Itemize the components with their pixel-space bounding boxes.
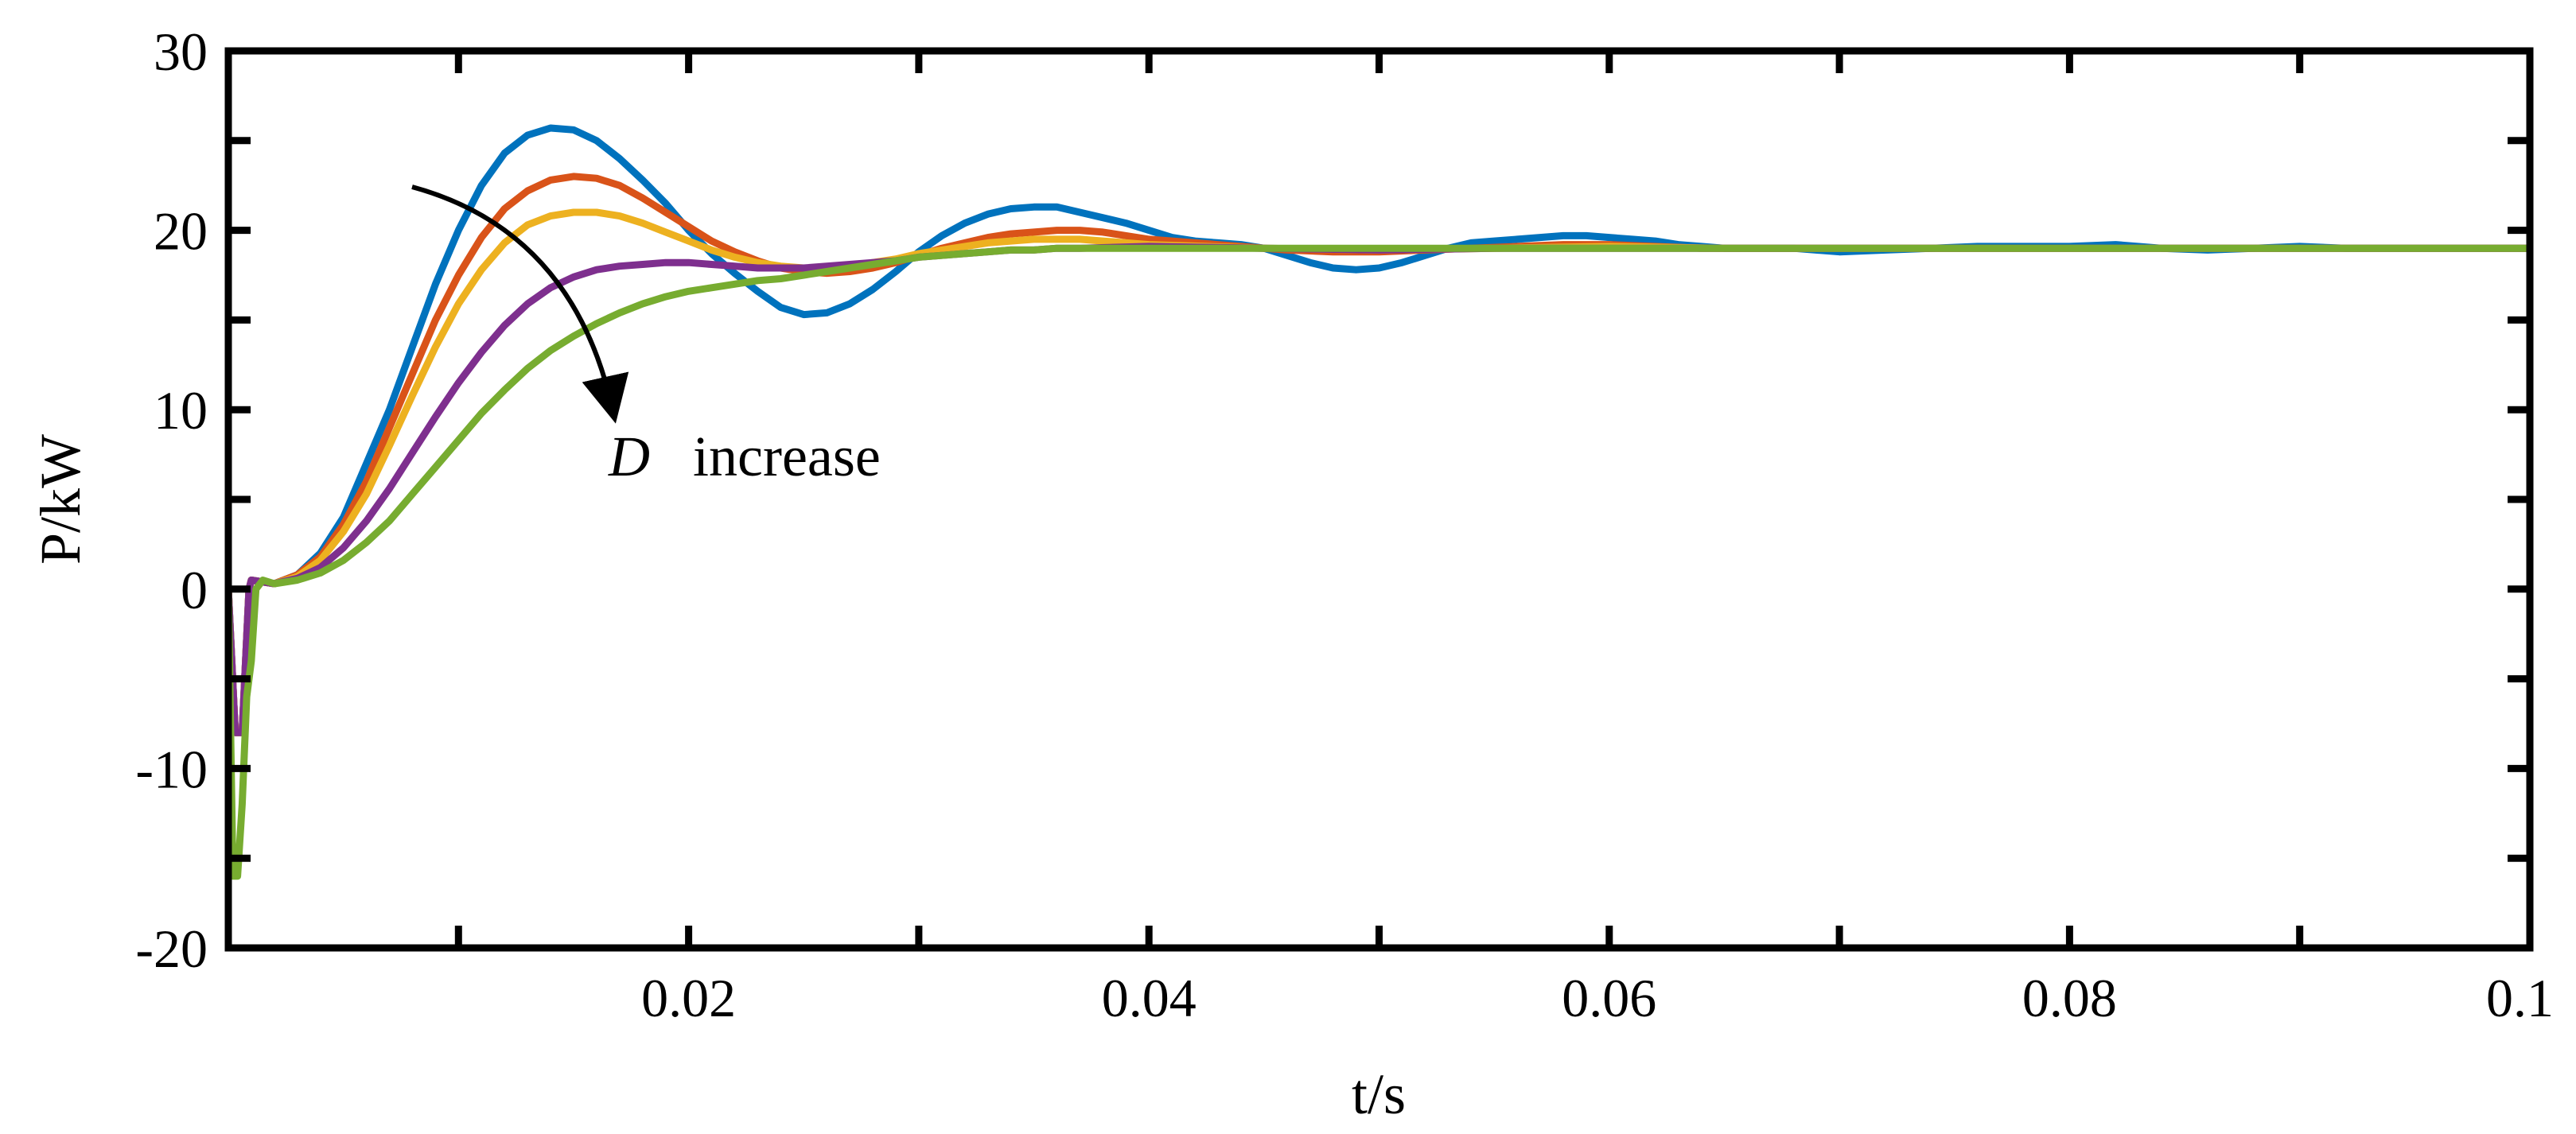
x-tick-label: 0.1 bbox=[2486, 968, 2554, 1028]
annotation-label: D increase bbox=[608, 425, 881, 488]
axis-ticks bbox=[228, 47, 2530, 952]
series-line-3 bbox=[224, 208, 2534, 736]
x-tick-label: 0.06 bbox=[1562, 968, 1656, 1028]
x-tick-label: 0.08 bbox=[2022, 968, 2117, 1028]
plot-frame bbox=[224, 47, 2534, 952]
y-tick-label: 20 bbox=[154, 201, 208, 262]
y-tick-label: 10 bbox=[154, 380, 208, 441]
series-group bbox=[224, 124, 2534, 880]
series-line-1 bbox=[224, 124, 2534, 736]
y-tick-label: -20 bbox=[135, 918, 208, 979]
y-tick-label: 30 bbox=[154, 21, 208, 82]
series-line-5 bbox=[224, 244, 2534, 880]
y-axis-label: P/kW bbox=[29, 434, 92, 565]
annotation-text: increase bbox=[693, 425, 881, 488]
y-tick-label: -10 bbox=[135, 739, 208, 799]
series-line-2 bbox=[224, 173, 2534, 736]
annotation-variable: D bbox=[608, 425, 650, 488]
x-tick-label: 0.04 bbox=[1102, 968, 1197, 1028]
annotation-arrow bbox=[411, 184, 629, 424]
x-axis-label: t/s bbox=[1352, 1062, 1406, 1126]
x-tick-label: 0.02 bbox=[641, 968, 736, 1028]
tick-labels: -20 -10 0 10 20 30 0.02 0.04 0.06 0.08 0.1 bbox=[135, 21, 2554, 1028]
series-line-4 bbox=[224, 243, 2534, 736]
y-tick-label: 0 bbox=[181, 560, 208, 620]
